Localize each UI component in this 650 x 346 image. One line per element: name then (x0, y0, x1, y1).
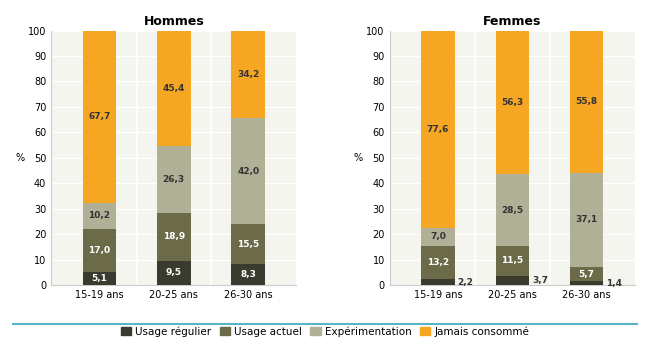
Bar (421, 228, 455, 246)
Bar (83, 229, 116, 272)
Text: 2,2: 2,2 (458, 278, 474, 287)
Y-axis label: %: % (354, 153, 363, 163)
Bar (570, 281, 603, 285)
Bar (231, 30, 265, 118)
Text: 1,4: 1,4 (606, 279, 623, 288)
Text: 18,9: 18,9 (162, 232, 185, 241)
Bar (570, 30, 603, 173)
Text: 26,3: 26,3 (162, 175, 185, 184)
Bar (157, 261, 190, 285)
Bar (495, 30, 529, 174)
Text: 45,4: 45,4 (162, 84, 185, 93)
Bar (83, 203, 116, 229)
Bar (157, 146, 190, 213)
Text: 77,6: 77,6 (427, 125, 449, 134)
Text: 17,0: 17,0 (88, 246, 110, 255)
Bar (421, 30, 455, 228)
Text: 13,2: 13,2 (427, 258, 449, 267)
Bar (495, 246, 529, 275)
Bar (231, 225, 265, 264)
Text: 42,0: 42,0 (237, 166, 259, 175)
Text: 67,7: 67,7 (88, 112, 110, 121)
Text: 5,1: 5,1 (92, 274, 107, 283)
Bar (495, 174, 529, 246)
Text: 11,5: 11,5 (501, 256, 523, 265)
Text: 34,2: 34,2 (237, 70, 259, 79)
Title: Femmes: Femmes (483, 15, 541, 28)
Text: 10,2: 10,2 (88, 211, 110, 220)
Text: 7,0: 7,0 (430, 233, 446, 242)
Bar (570, 173, 603, 267)
Bar (231, 264, 265, 285)
Text: 37,1: 37,1 (575, 215, 598, 224)
Text: 15,5: 15,5 (237, 240, 259, 249)
Bar (421, 246, 455, 280)
Text: 9,5: 9,5 (166, 268, 182, 277)
Bar (83, 30, 116, 203)
Bar (421, 280, 455, 285)
Bar (231, 118, 265, 225)
Text: 56,3: 56,3 (501, 98, 523, 107)
Title: Hommes: Hommes (144, 15, 204, 28)
Legend: Usage régulier, Usage actuel, Expérimentation, Jamais consommé: Usage régulier, Usage actuel, Expériment… (116, 322, 534, 341)
Bar (157, 30, 190, 146)
Text: 5,7: 5,7 (578, 270, 595, 279)
Bar (157, 213, 190, 261)
Text: 3,7: 3,7 (532, 276, 548, 285)
Y-axis label: %: % (15, 153, 24, 163)
Text: 28,5: 28,5 (501, 206, 523, 215)
Bar (495, 275, 529, 285)
Bar (570, 267, 603, 281)
Text: 55,8: 55,8 (576, 97, 598, 106)
Text: 8,3: 8,3 (240, 270, 256, 279)
Bar (83, 272, 116, 285)
